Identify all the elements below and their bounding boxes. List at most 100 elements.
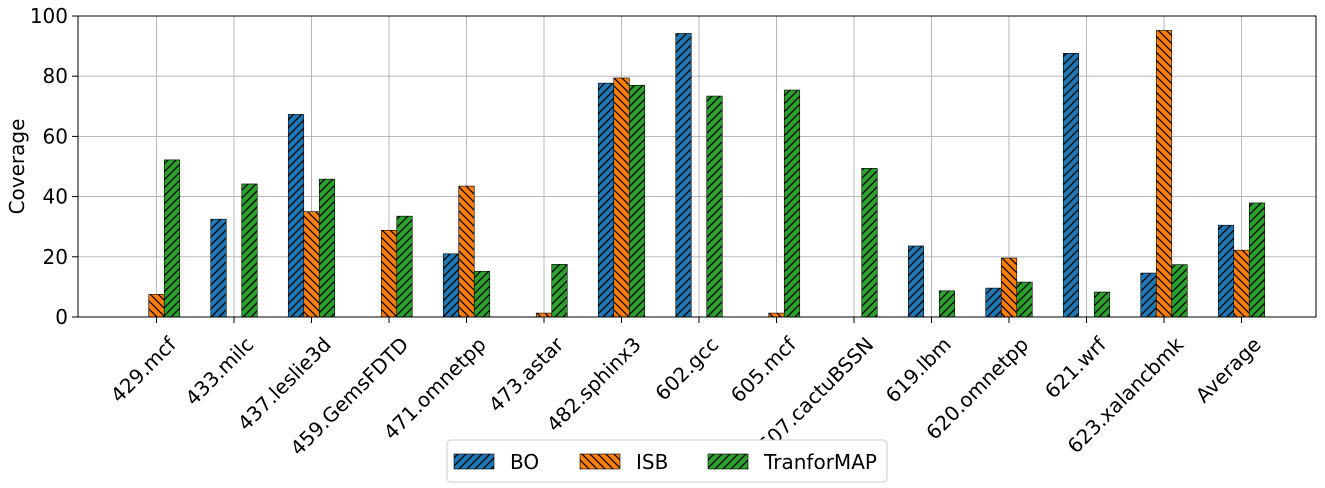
bar	[1233, 249, 1250, 318]
bar-hatch	[768, 312, 785, 318]
bar-hatch	[1093, 291, 1111, 318]
bar-hatch	[1000, 257, 1018, 318]
bar	[535, 312, 553, 318]
bar	[318, 178, 336, 318]
bar-hatch	[938, 290, 956, 318]
bar-hatch	[706, 95, 723, 318]
legend-item: ISB	[579, 450, 668, 474]
bar	[303, 211, 320, 318]
bar	[458, 185, 475, 318]
bar	[628, 84, 646, 318]
bar	[613, 77, 630, 318]
bar	[1171, 264, 1188, 318]
y-tick-label: 60	[43, 124, 68, 148]
y-tick-label: 20	[43, 245, 68, 269]
bar	[241, 183, 258, 318]
x-tick-label: 605.mcf	[726, 332, 802, 408]
bar-hatch	[551, 264, 568, 318]
legend-swatch-hatch	[453, 453, 495, 470]
bar	[861, 168, 878, 318]
bar	[148, 294, 165, 318]
y-tick-label: 0	[55, 305, 68, 329]
bar-hatch	[613, 77, 630, 318]
x-tick-label: 602.gcc	[650, 332, 723, 405]
bar-hatch	[597, 82, 615, 318]
y-axis: 0 20 40 60 80 100	[30, 4, 78, 329]
bar-hatch	[442, 253, 460, 318]
bar	[1093, 291, 1111, 318]
bar	[1062, 53, 1080, 318]
bar	[783, 89, 801, 318]
x-tick-label: Average	[1191, 332, 1266, 407]
bar	[1155, 30, 1173, 318]
bar	[985, 287, 1002, 318]
bar-hatch	[287, 114, 305, 318]
grid-layer	[78, 15, 1316, 318]
bar	[1217, 224, 1235, 318]
legend-label: BO	[510, 450, 539, 474]
bar	[768, 312, 785, 318]
bar	[675, 33, 692, 318]
x-tick-label: 619.lbm	[881, 332, 956, 407]
bar-hatch	[396, 215, 413, 318]
y-tick-label: 80	[43, 64, 68, 88]
bar-hatch	[861, 168, 878, 318]
bar-hatch	[985, 287, 1002, 318]
bar-hatch	[628, 84, 646, 318]
bar	[551, 264, 568, 318]
y-tick-label: 100	[30, 4, 68, 28]
bar	[706, 95, 723, 318]
bar	[287, 114, 305, 318]
x-tick-label: 621.wrf	[1040, 332, 1111, 403]
bar-hatch	[535, 312, 553, 318]
bar-hatch	[241, 183, 258, 318]
y-tick-label: 40	[43, 185, 68, 209]
bar-hatch	[1016, 281, 1033, 318]
bar-hatch	[1140, 272, 1157, 318]
bar	[442, 253, 460, 318]
bar	[597, 82, 615, 318]
x-tick-label: 429.mcf	[106, 332, 182, 408]
bar	[1248, 202, 1266, 318]
legend-label: ISB	[636, 450, 668, 474]
legend-swatch-hatch	[707, 453, 749, 470]
x-tick-label: 433.milc	[180, 332, 258, 410]
bar-hatch	[318, 178, 336, 318]
bar	[907, 245, 925, 318]
bar	[380, 230, 398, 318]
y-axis-label: Coverage	[5, 119, 29, 215]
bar	[210, 218, 227, 318]
bar-hatch	[163, 159, 181, 318]
bar-hatch	[473, 270, 491, 318]
x-axis: 429.mcf 433.milc437.leslie3d459.GemsFDTD4…	[106, 317, 1266, 460]
bar-hatch	[380, 230, 398, 318]
legend: BO ISB TranforMAP	[446, 439, 888, 483]
bar	[938, 290, 956, 318]
bar	[473, 270, 491, 318]
legend-swatch-hatch	[579, 453, 621, 470]
bar	[1140, 272, 1157, 318]
legend-item: BO	[453, 450, 539, 474]
bar-hatch	[1233, 249, 1250, 318]
bar-hatch	[1248, 202, 1266, 318]
legend-item: TranforMAP	[707, 450, 877, 474]
bar-hatch	[1171, 264, 1188, 318]
bar-hatch	[458, 185, 475, 318]
bar	[1016, 281, 1033, 318]
bars-layer	[148, 30, 1266, 318]
bar-hatch	[1217, 224, 1235, 318]
bar	[163, 159, 181, 318]
legend-label: TranforMAP	[763, 450, 877, 474]
plot-frame	[77, 15, 1317, 318]
bar-hatch	[783, 89, 801, 318]
bar	[396, 215, 413, 318]
bar-hatch	[675, 33, 692, 318]
bar-hatch	[303, 211, 320, 318]
bar	[1000, 257, 1018, 318]
bar-hatch	[1155, 30, 1173, 318]
bar-hatch	[148, 294, 165, 318]
bar-hatch	[1062, 53, 1080, 318]
bar-hatch	[210, 218, 227, 318]
bar-hatch	[907, 245, 925, 318]
